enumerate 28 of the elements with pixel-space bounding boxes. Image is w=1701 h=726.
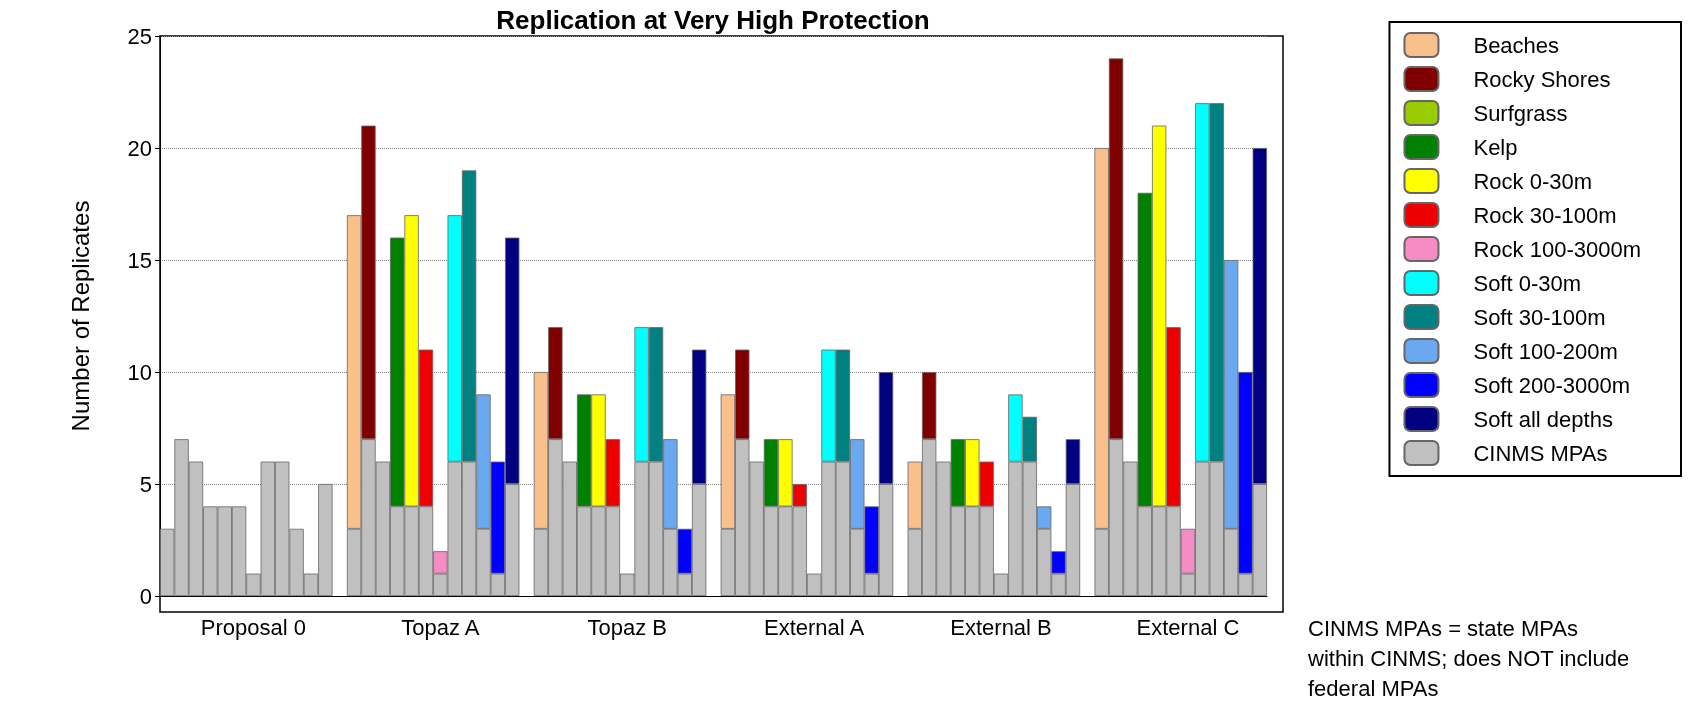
- x-tick-label: External C: [1136, 614, 1240, 640]
- x-tick-label: External A: [764, 614, 865, 640]
- legend-label: Soft 0-30m: [1473, 270, 1582, 296]
- legend-label: Surfgrass: [1473, 100, 1568, 126]
- y-tick-label: 0: [139, 583, 152, 609]
- x-tick-label: Topaz B: [587, 614, 667, 640]
- legend-label: Kelp: [1473, 134, 1518, 160]
- legend-label: Rock 0-30m: [1473, 168, 1593, 194]
- legend-label: Rocky Shores: [1473, 66, 1611, 92]
- y-tick-label: 10: [127, 359, 152, 385]
- legend-label: Rock 100-3000m: [1473, 236, 1642, 262]
- legend-label: Soft 30-100m: [1473, 304, 1606, 330]
- x-tick-label: Proposal 0: [200, 614, 307, 640]
- chart-title: Replication at Very High Protection: [496, 5, 930, 35]
- x-tick-label: Topaz A: [401, 614, 480, 640]
- y-axis-title: Number of Replicates: [66, 200, 94, 432]
- legend-label: Soft all depths: [1473, 406, 1613, 432]
- legend-label: Soft 100-200m: [1473, 338, 1618, 364]
- y-tick-label: 5: [139, 471, 152, 497]
- legend-label: Soft 200-3000m: [1473, 372, 1631, 398]
- y-tick-label: 15: [127, 247, 152, 273]
- x-tick-label: External B: [950, 614, 1052, 640]
- legend-label: CINMS MPAs: [1473, 440, 1608, 466]
- legend-label: Beaches: [1473, 32, 1560, 58]
- text: CINMS MPAs = state MPAs within CINMS; does NOT include federal MPAs: [1307, 615, 1636, 701]
- y-tick-label: 20: [127, 135, 152, 161]
- y-tick-label: 25: [127, 23, 152, 49]
- legend-label: Rock 30-100m: [1473, 202, 1617, 228]
